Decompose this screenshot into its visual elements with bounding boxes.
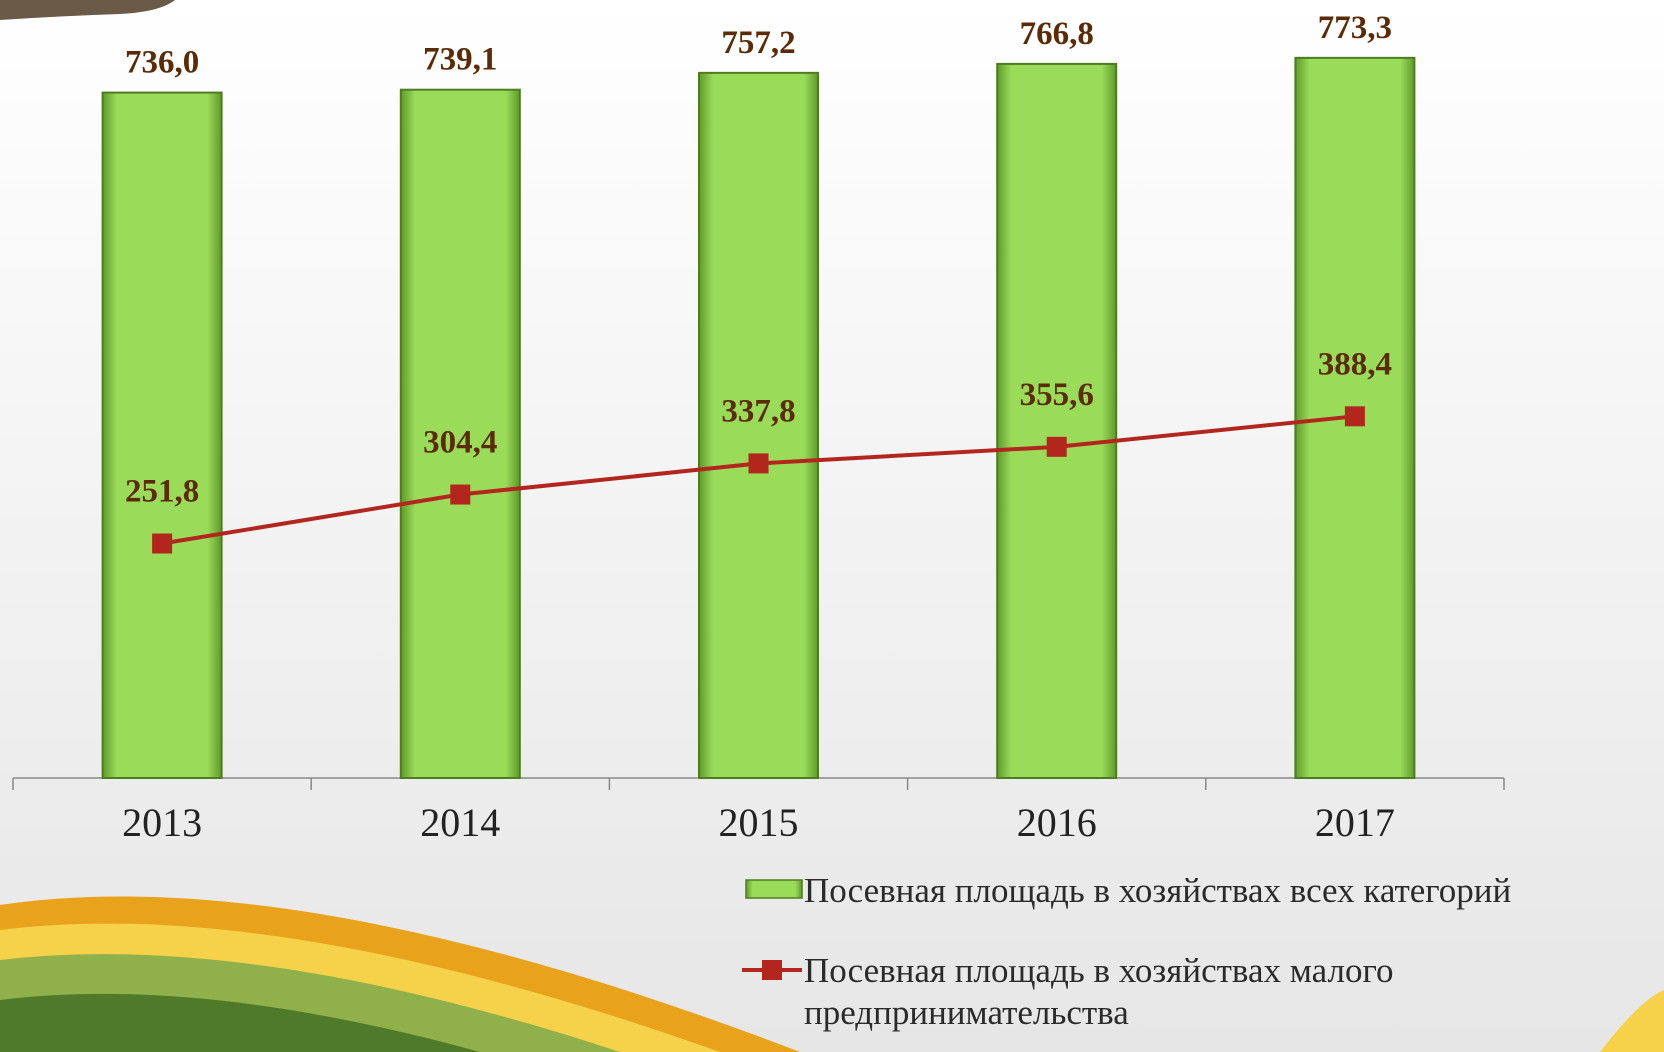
bar [101, 91, 223, 780]
line-value-label: 304,4 [423, 425, 497, 461]
x-tick-label: 2014 [420, 800, 500, 845]
decor-swirl [0, 993, 480, 1052]
x-tick-label: 2017 [1315, 800, 1395, 845]
line-marker [1344, 406, 1365, 427]
bar-value-label: 739,1 [423, 42, 497, 78]
bar [996, 62, 1118, 780]
bar [698, 71, 819, 780]
line-value-label: 388,4 [1318, 346, 1392, 382]
legend-label: Посевная площадь в хозяйствах всех катег… [804, 871, 1511, 910]
x-tick-label: 2013 [122, 800, 202, 845]
legend-label-line: Посевная площадь в хозяйствах малого [804, 951, 1393, 990]
bar-value-label: 757,2 [721, 25, 795, 61]
line-marker [1046, 436, 1067, 457]
bar-value-label: 773,3 [1318, 10, 1392, 46]
line-value-label: 337,8 [721, 393, 795, 429]
line-marker [450, 484, 471, 505]
bar-value-label: 736,0 [125, 45, 199, 81]
x-tick-label: 2015 [719, 800, 799, 845]
decor-top [0, 0, 175, 20]
line-marker [152, 533, 173, 554]
line-marker [748, 453, 769, 474]
line-value-label: 251,8 [125, 474, 199, 510]
legend-swatch [762, 960, 782, 980]
bar-value-label: 766,8 [1020, 16, 1094, 52]
legend-swatch [745, 879, 803, 899]
legend-label-line: предпринимательства [804, 993, 1129, 1032]
legend-label: Посевная площадь в хозяйствах малого пред… [804, 951, 1393, 1032]
x-tick-label: 2016 [1017, 800, 1097, 845]
line-value-label: 355,6 [1020, 377, 1094, 413]
bar [399, 88, 521, 779]
decor-swirl [1600, 990, 1664, 1052]
